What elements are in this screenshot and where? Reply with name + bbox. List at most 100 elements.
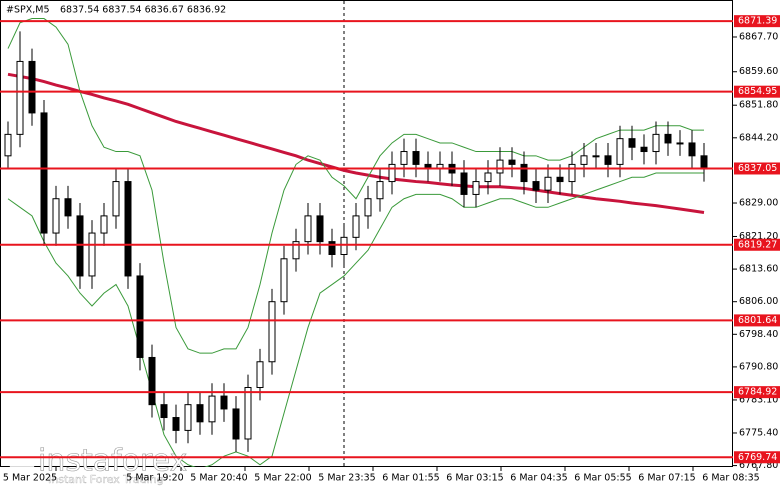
level-label-box	[734, 451, 780, 464]
candle-body	[508, 159, 516, 165]
candle-body	[16, 60, 24, 135]
candle-body	[472, 181, 480, 195]
x-tick-label: 6 Mar 07:15	[638, 473, 695, 484]
y-tick-label: 6829.00	[739, 198, 778, 209]
indicator-line	[7, 72, 705, 214]
candle-body	[124, 181, 132, 277]
x-tick-label: 5 Mar 20:40	[190, 473, 247, 484]
candle-body	[496, 159, 504, 174]
candle-body	[556, 176, 564, 183]
candle-body	[100, 215, 108, 234]
level-label-box	[734, 85, 780, 98]
candle-body	[700, 155, 708, 170]
x-tick-label: 6 Mar 01:55	[382, 473, 439, 484]
x-tick-label: 6 Mar 04:35	[510, 473, 567, 484]
y-tick-label: 6806.00	[739, 296, 778, 307]
candle-body	[364, 198, 372, 217]
candle-body	[568, 163, 576, 183]
logo-icon	[9, 449, 35, 475]
candle-body	[328, 241, 336, 256]
candle-body	[688, 142, 696, 157]
candle-body	[52, 198, 60, 234]
y-tick-label: 6813.60	[739, 264, 778, 275]
level-label-box	[734, 15, 780, 28]
y-tick-label: 6859.60	[739, 66, 778, 77]
candle-body	[400, 151, 408, 165]
candle-body	[172, 417, 180, 431]
header-ohlc: 6837.54 6837.54 6836.67 6836.92	[60, 5, 226, 16]
candle-body	[112, 181, 120, 217]
logo-tagline: Instant Forex Trading	[48, 473, 164, 486]
candle-body	[4, 133, 12, 157]
level-label-box	[734, 238, 780, 251]
level-label: 6871.39	[738, 16, 777, 27]
candle-body	[76, 215, 84, 277]
level-label: 6784.92	[738, 387, 777, 398]
y-tick-label: 6790.80	[739, 361, 778, 372]
level-label: 6801.64	[738, 315, 777, 326]
candle-body	[664, 133, 672, 144]
candle-body	[292, 241, 300, 260]
candle-body	[148, 356, 156, 406]
candle-body	[184, 404, 192, 431]
candle-body	[208, 395, 216, 423]
y-tick-label: 6775.40	[739, 427, 778, 438]
candle-body	[412, 151, 420, 165]
logo-text: instaforex	[38, 444, 187, 479]
x-tick-label: 5 Mar 23:35	[318, 473, 375, 484]
plot-layer	[4, 18, 708, 467]
candle-body	[652, 133, 660, 153]
x-tick-label: 5 Mar 2025	[3, 473, 57, 484]
level-label: 6769.74	[738, 452, 777, 463]
candle-body	[580, 155, 588, 165]
candle-body	[616, 138, 624, 165]
candle-body	[196, 404, 204, 423]
x-tick-label: 6 Mar 05:55	[574, 473, 631, 484]
x-tick-label: 6 Mar 08:35	[702, 473, 759, 484]
candle-body	[376, 181, 384, 200]
candle-body	[244, 387, 252, 440]
candle-body	[304, 215, 312, 243]
candle-body	[628, 138, 636, 148]
logo: instaforex Instant Forex Trading	[9, 443, 188, 486]
candle-body	[40, 112, 48, 234]
header-symbol: #SPX,M5	[6, 5, 50, 16]
indicator-line	[7, 18, 704, 354]
level-label: 6854.95	[738, 86, 777, 97]
candle-body	[160, 404, 168, 419]
x-tick-label: 5 Mar 19:20	[126, 473, 183, 484]
x-tick-label: 6 Mar 03:15	[446, 473, 503, 484]
level-label-box	[734, 386, 780, 399]
candle-body	[220, 395, 228, 410]
candle-body	[388, 163, 396, 183]
candle-body	[640, 146, 648, 153]
candle-body	[460, 172, 468, 195]
candle-body	[28, 60, 36, 114]
candle-body	[544, 176, 552, 191]
candle-body	[280, 258, 288, 303]
y-tick-label: 6783.10	[739, 394, 778, 405]
candle-body	[268, 301, 276, 363]
level-label: 6819.27	[738, 239, 777, 250]
level-label-box	[734, 314, 780, 327]
candle-body	[352, 215, 360, 238]
candle-body	[256, 361, 264, 389]
candle-body	[592, 155, 600, 158]
y-tick-label: 6798.40	[739, 329, 778, 340]
plot-frame	[0, 0, 733, 467]
candle-body	[64, 198, 72, 217]
candle-body	[676, 142, 684, 145]
y-tick-label: 6821.20	[739, 231, 778, 242]
candle-body	[484, 172, 492, 183]
candle-body	[520, 163, 528, 183]
x-tick-label: 5 Mar 22:00	[254, 473, 311, 484]
y-tick-label: 6867.70	[739, 31, 778, 42]
candle-body	[316, 215, 324, 243]
indicator-line	[7, 172, 704, 467]
candle-body	[232, 408, 240, 440]
level-label-box	[734, 162, 780, 175]
level-label: 6837.05	[738, 163, 777, 174]
y-tick-label: 6851.80	[739, 100, 778, 111]
candle-body	[604, 155, 612, 165]
